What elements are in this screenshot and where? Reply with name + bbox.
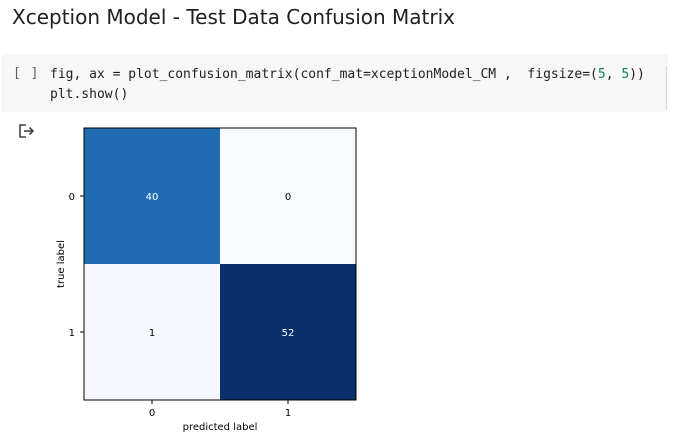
matrix-cell-0-1	[220, 128, 356, 264]
x-tick-label-0: 0	[149, 408, 155, 419]
y-tick-label-0: 0	[69, 192, 75, 203]
x-axis-label: predicted label	[183, 422, 258, 432]
y-tick-label-1: 1	[69, 328, 75, 339]
y-axis-label: true label	[56, 240, 67, 288]
matrix-frame	[83, 127, 357, 401]
code-cell[interactable]	[2, 54, 668, 112]
cell-value-0-1: 0	[285, 192, 291, 203]
cell-value-1-1: 52	[282, 328, 295, 339]
cell-scrollbar[interactable]	[666, 66, 667, 110]
matrix-cell-0-0	[84, 128, 220, 264]
run-cell-button[interactable]: [ ]	[13, 66, 40, 81]
matrix-cell-1-0	[84, 264, 220, 400]
code-line-2: plt.show()	[50, 87, 129, 102]
x-tick-label-1: 1	[285, 408, 291, 419]
matrix-cell-1-1	[220, 264, 356, 400]
code-editor[interactable]: fig, ax = plot_confusion_matrix(conf_mat…	[50, 65, 645, 105]
confusion-matrix-chart: 40 0 1 52 0 0 1 1 predicted label true label	[56, 127, 357, 432]
code-line-1: fig, ax = plot_confusion_matrix(conf_mat…	[50, 67, 645, 82]
cell-value-1-0: 1	[149, 328, 155, 339]
output-arrow-icon[interactable]	[18, 123, 36, 139]
cell-value-0-0: 40	[146, 192, 159, 203]
page-title: Xception Model - Test Data Confusion Mat…	[12, 5, 456, 29]
